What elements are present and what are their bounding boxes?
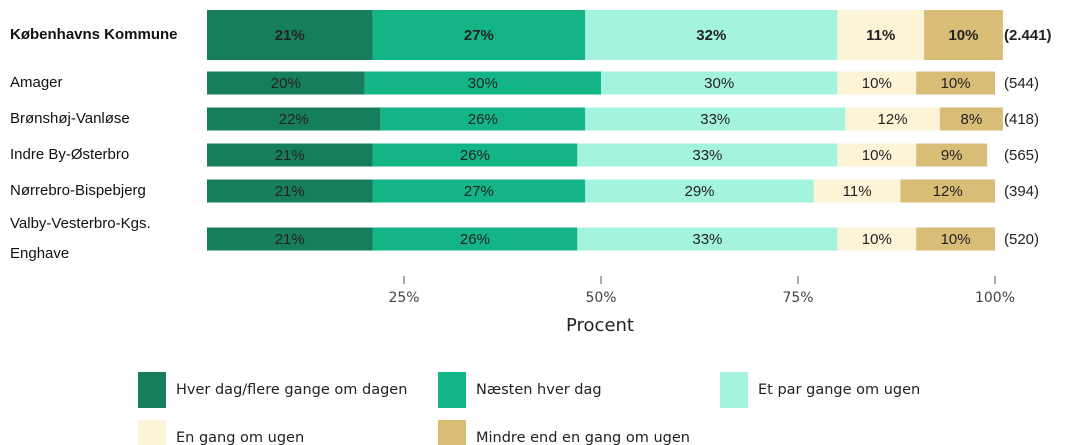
value-label: 10% bbox=[941, 75, 971, 92]
bar-segment bbox=[372, 10, 586, 60]
value-label: 32% bbox=[696, 27, 726, 44]
value-label: 27% bbox=[464, 27, 494, 44]
x-axis-label: Procent bbox=[566, 315, 634, 336]
total-label: (2.441) bbox=[1004, 27, 1052, 44]
x-tick-label: 25% bbox=[388, 290, 419, 306]
bar-segment bbox=[845, 107, 940, 131]
bar-segment bbox=[916, 71, 995, 95]
bar-segment bbox=[837, 71, 917, 95]
value-label: 10% bbox=[862, 75, 892, 92]
value-label: 9% bbox=[941, 147, 963, 164]
value-label: 21% bbox=[275, 183, 305, 200]
legend-swatch bbox=[438, 420, 466, 445]
legend-label: Mindre end en gang om ugen bbox=[476, 430, 690, 445]
bar-segment bbox=[837, 10, 925, 60]
legend-label: Næsten hver dag bbox=[476, 382, 602, 398]
bar-segment bbox=[916, 227, 995, 251]
value-label: 22% bbox=[279, 111, 309, 128]
legend-swatch bbox=[138, 420, 166, 445]
bar-segment bbox=[924, 10, 1003, 60]
value-label: 10% bbox=[941, 231, 971, 248]
bar-segment bbox=[364, 71, 601, 95]
bar-segment bbox=[585, 10, 838, 60]
total-label: (544) bbox=[1004, 75, 1039, 92]
bar-segment bbox=[207, 227, 373, 251]
value-label: 21% bbox=[275, 231, 305, 248]
value-label: 29% bbox=[684, 183, 714, 200]
value-label: 26% bbox=[460, 231, 490, 248]
bar-segment bbox=[372, 227, 578, 251]
value-label: 10% bbox=[948, 27, 978, 44]
value-label: 26% bbox=[460, 147, 490, 164]
value-label: 11% bbox=[866, 27, 895, 44]
value-label: 33% bbox=[700, 111, 730, 128]
bar-segment bbox=[601, 71, 838, 95]
bar-segment bbox=[837, 143, 917, 167]
bar-segment bbox=[585, 179, 814, 203]
bar-segment bbox=[207, 71, 365, 95]
bar-segment bbox=[372, 179, 586, 203]
category-label: Nørrebro-Bispebjerg bbox=[10, 182, 146, 199]
bar-segment bbox=[585, 107, 846, 131]
value-label: 26% bbox=[468, 111, 498, 128]
category-label: Brønshøj-Vanløse bbox=[10, 110, 130, 127]
bar-segment bbox=[577, 143, 838, 167]
value-label: 21% bbox=[275, 147, 305, 164]
category-label: Amager bbox=[10, 74, 63, 91]
x-tick-label: 50% bbox=[585, 290, 616, 306]
legend-swatch bbox=[438, 372, 466, 408]
total-label: (565) bbox=[1004, 147, 1039, 164]
legend-label: En gang om ugen bbox=[176, 430, 304, 445]
bar-segment bbox=[207, 107, 381, 131]
bar-segment bbox=[577, 227, 838, 251]
legend-swatch bbox=[138, 372, 166, 408]
value-label: 21% bbox=[275, 27, 305, 44]
value-label: 8% bbox=[961, 111, 983, 128]
bar-segment bbox=[207, 143, 373, 167]
legend-swatch bbox=[720, 372, 748, 408]
x-tick-label: 75% bbox=[782, 290, 813, 306]
total-label: (418) bbox=[1004, 111, 1039, 128]
bar-segment bbox=[837, 227, 917, 251]
category-label: Valby-Vesterbro-Kgs. Enghave bbox=[10, 215, 151, 262]
value-label: 33% bbox=[692, 231, 722, 248]
x-tick-label: 100% bbox=[975, 290, 1015, 306]
value-label: 11% bbox=[843, 183, 872, 200]
value-label: 10% bbox=[862, 231, 892, 248]
value-label: 30% bbox=[704, 75, 734, 92]
bar-segment bbox=[207, 179, 373, 203]
value-label: 33% bbox=[692, 147, 722, 164]
value-label: 27% bbox=[464, 183, 494, 200]
bar-segment bbox=[900, 179, 995, 203]
legend-label: Hver dag/flere gange om dagen bbox=[176, 382, 407, 398]
value-label: 12% bbox=[933, 183, 963, 200]
legend-label: Et par gange om ugen bbox=[758, 382, 920, 398]
bar-segment bbox=[813, 179, 901, 203]
total-label: (520) bbox=[1004, 231, 1039, 248]
bar-segment bbox=[372, 143, 578, 167]
category-label: Københavns Kommune bbox=[10, 26, 178, 43]
total-label: (394) bbox=[1004, 183, 1039, 200]
value-label: 20% bbox=[271, 75, 301, 92]
category-label: Indre By-Østerbro bbox=[10, 146, 130, 163]
value-label: 30% bbox=[468, 75, 498, 92]
bar-segment bbox=[207, 10, 373, 60]
bar-segment bbox=[380, 107, 586, 131]
bar-segment bbox=[916, 143, 988, 167]
bar-segment bbox=[939, 107, 1003, 131]
value-label: 10% bbox=[862, 147, 892, 164]
value-label: 12% bbox=[878, 111, 908, 128]
